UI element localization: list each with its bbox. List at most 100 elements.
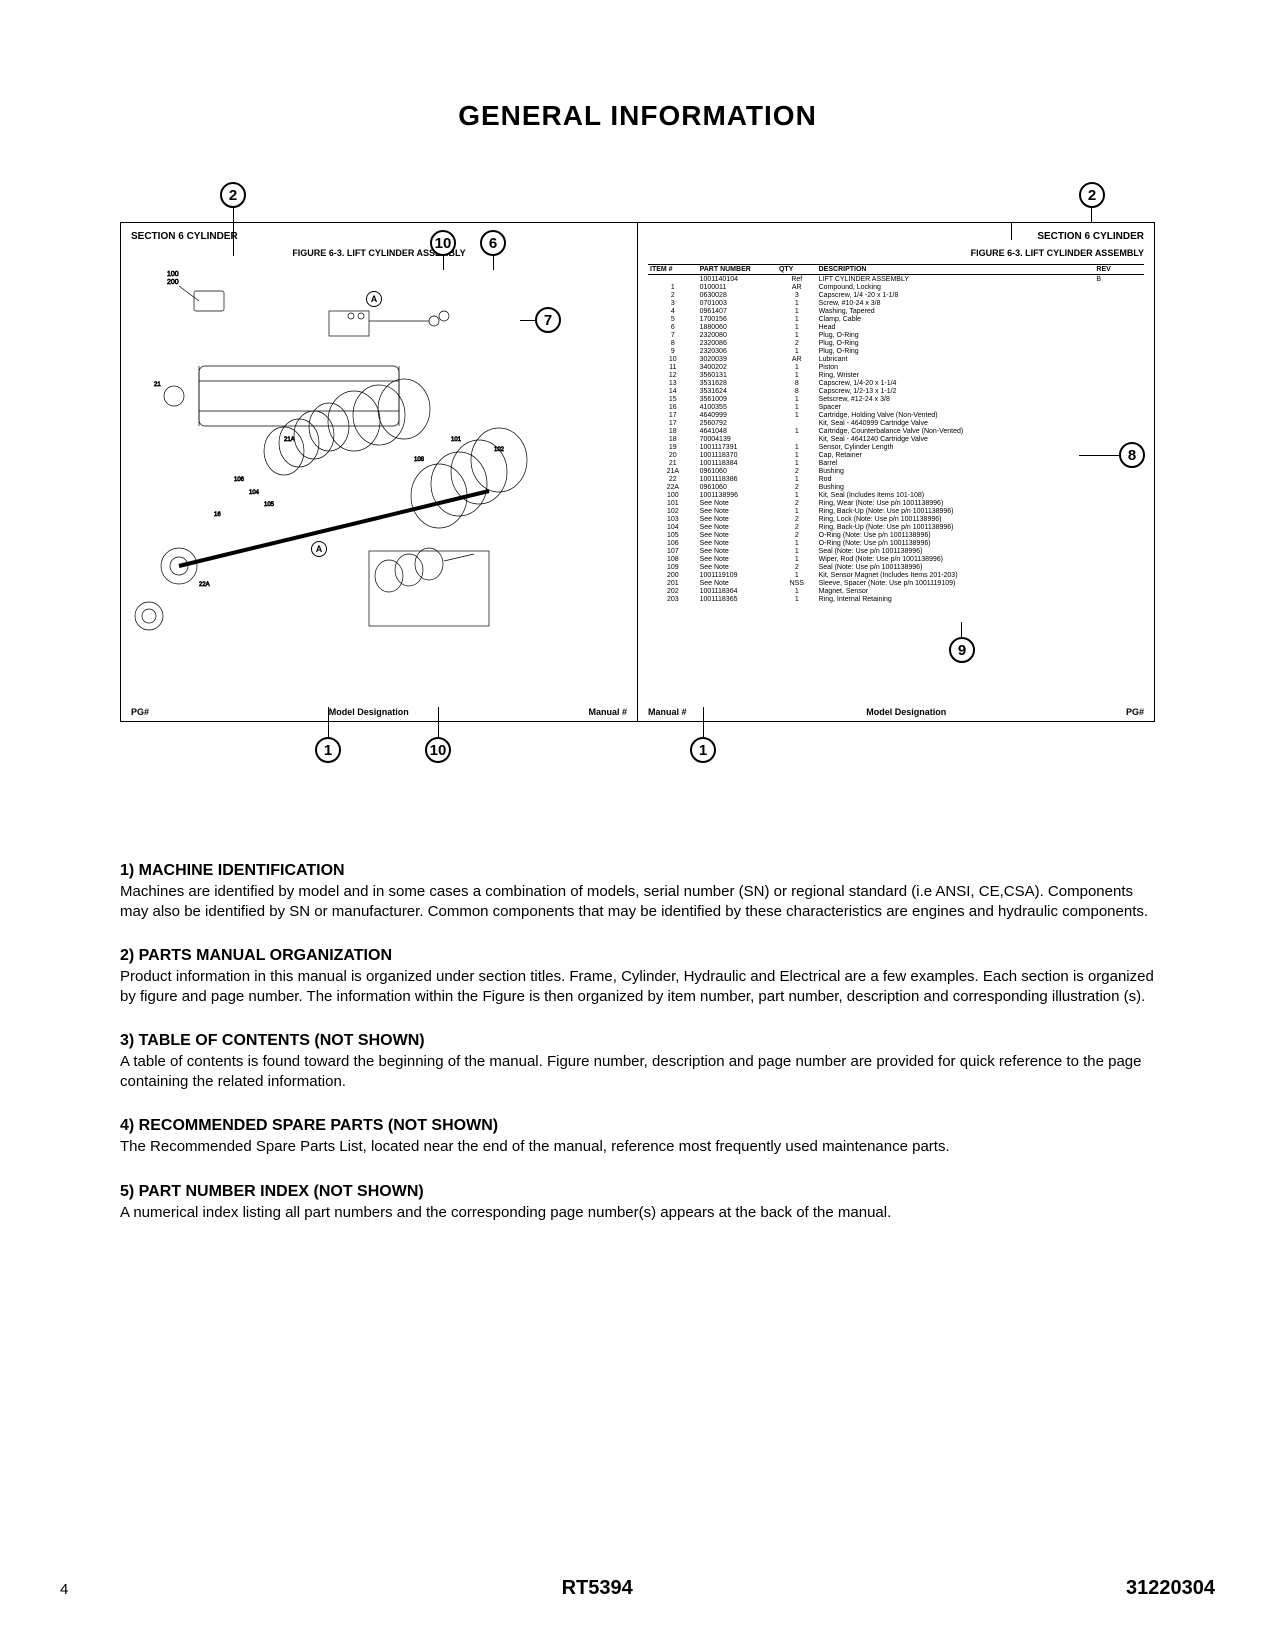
- table-cell: See Note: [698, 539, 777, 547]
- table-cell: 4640999: [698, 411, 777, 419]
- table-cell: 4: [648, 307, 698, 315]
- table-cell: 1001117391: [698, 443, 777, 451]
- table-cell: NSS: [777, 579, 817, 587]
- table-cell: [1094, 371, 1144, 379]
- table-row: 1846410481Cartridge, Counterbalance Valv…: [648, 427, 1144, 435]
- table-cell: 22A: [648, 483, 698, 491]
- table-cell: See Note: [698, 563, 777, 571]
- table-cell: AR: [777, 355, 817, 363]
- table-cell: 1001118386: [698, 475, 777, 483]
- bom-header: PART NUMBER: [698, 265, 777, 275]
- table-cell: [1094, 507, 1144, 515]
- info-heading: 5) PART NUMBER INDEX (NOT SHOWN): [120, 1183, 1155, 1201]
- info-heading: 3) TABLE OF CONTENTS (NOT SHOWN): [120, 1032, 1155, 1050]
- table-cell: 3561009: [698, 395, 777, 403]
- footer-model-r: Model Designation: [866, 707, 946, 717]
- table-cell: 3: [777, 291, 817, 299]
- table-cell: Sleeve, Spacer (Note: Use p/n 1001119109…: [817, 579, 1095, 587]
- inline-callout-a1: A: [366, 291, 382, 307]
- table-cell: 2: [777, 523, 817, 531]
- table-row: 1870004139Kit, Seal - 4641240 Cartridge …: [648, 435, 1144, 443]
- table-cell: Ring, Lock (Note: Use p/n 1001138996): [817, 515, 1095, 523]
- table-cell: 1700156: [698, 315, 777, 323]
- table-cell: 2320306: [698, 347, 777, 355]
- table-cell: 0100011: [698, 283, 777, 291]
- table-cell: [1094, 467, 1144, 475]
- info-heading: 4) RECOMMENDED SPARE PARTS (NOT SHOWN): [120, 1117, 1155, 1135]
- table-row: 1134002021Piston: [648, 363, 1144, 371]
- table-cell: 1001118370: [698, 451, 777, 459]
- table-cell: [1094, 547, 1144, 555]
- table-row: 1435316248Capscrew, 1/2-13 x 1-1/2: [648, 387, 1144, 395]
- table-cell: 2: [777, 339, 817, 347]
- table-cell: [1094, 291, 1144, 299]
- table-cell: 13: [648, 379, 698, 387]
- table-cell: 0961060: [698, 467, 777, 475]
- callout-10-top: 10: [430, 230, 456, 256]
- svg-text:100: 100: [167, 271, 179, 278]
- table-cell: Ring, Back-Up (Note: Use p/n 1001138996): [817, 523, 1095, 531]
- table-row: 103See Note2Ring, Lock (Note: Use p/n 10…: [648, 515, 1144, 523]
- table-cell: See Note: [698, 499, 777, 507]
- table-cell: Screw, #10-24 x 3/8: [817, 299, 1095, 307]
- table-cell: 8: [648, 339, 698, 347]
- table-cell: 2560792: [698, 419, 777, 427]
- table-cell: 109: [648, 563, 698, 571]
- table-cell: 3400202: [698, 363, 777, 371]
- callout-7: 7: [535, 307, 561, 333]
- table-cell: [1094, 435, 1144, 443]
- table-cell: See Note: [698, 531, 777, 539]
- table-cell: 1: [777, 411, 817, 419]
- table-row: 1001140104RefLIFT CYLINDER ASSEMBLYB: [648, 275, 1144, 284]
- callout-1-left: 1: [315, 737, 341, 763]
- right-panel-header: SECTION 6 CYLINDER: [648, 231, 1144, 242]
- footer-model: Model Designation: [329, 707, 409, 717]
- table-cell: Plug, O-Ring: [817, 347, 1095, 355]
- table-cell: See Note: [698, 507, 777, 515]
- bom-header: DESCRIPTION: [817, 265, 1095, 275]
- table-row: 20310011183651Ring, Internal Retaining: [648, 595, 1144, 603]
- table-row: 618800601Head: [648, 323, 1144, 331]
- table-cell: 1: [777, 459, 817, 467]
- table-cell: 103: [648, 515, 698, 523]
- table-cell: 11: [648, 363, 698, 371]
- table-row: 2010011183701Cap, Retainer: [648, 451, 1144, 459]
- table-cell: 1001118364: [698, 587, 777, 595]
- table-row: 1746409991Cartridge, Holding Valve (Non-…: [648, 411, 1144, 419]
- table-row: 106See Note1O-Ring (Note: Use p/n 100113…: [648, 539, 1144, 547]
- page-number: 4: [60, 1581, 68, 1598]
- table-cell: 1: [777, 571, 817, 579]
- table-cell: 10: [648, 355, 698, 363]
- table-cell: [1094, 387, 1144, 395]
- table-cell: 3531628: [698, 379, 777, 387]
- table-cell: 2: [777, 515, 817, 523]
- table-cell: 1: [777, 395, 817, 403]
- table-cell: 3531624: [698, 387, 777, 395]
- table-cell: [1094, 555, 1144, 563]
- table-cell: 21: [648, 459, 698, 467]
- right-panel-footer: Manual # Model Designation PG#: [648, 707, 1144, 717]
- footer-manual: Manual #: [588, 707, 627, 717]
- table-cell: See Note: [698, 515, 777, 523]
- table-cell: Lubricant: [817, 355, 1095, 363]
- table-cell: 18: [648, 427, 698, 435]
- table-cell: 1: [777, 427, 817, 435]
- table-cell: [1094, 539, 1144, 547]
- table-cell: [1094, 283, 1144, 291]
- table-cell: 1: [777, 587, 817, 595]
- table-cell: 1: [777, 443, 817, 451]
- table-row: 1235601311Ring, Wrister: [648, 371, 1144, 379]
- table-cell: 3560131: [698, 371, 777, 379]
- table-cell: 21A: [648, 467, 698, 475]
- table-row: 1641003551Spacer: [648, 403, 1144, 411]
- table-row: 103020039ARLubricant: [648, 355, 1144, 363]
- table-cell: Plug, O-Ring: [817, 331, 1095, 339]
- table-cell: [1094, 579, 1144, 587]
- table-cell: 0961407: [698, 307, 777, 315]
- table-row: 20210011183641Magnet, Sensor: [648, 587, 1144, 595]
- footer-manual: 31220304: [1126, 1577, 1215, 1600]
- table-row: 923203061Plug, O-Ring: [648, 347, 1144, 355]
- table-cell: 2: [777, 531, 817, 539]
- table-cell: 17: [648, 419, 698, 427]
- table-cell: [1094, 355, 1144, 363]
